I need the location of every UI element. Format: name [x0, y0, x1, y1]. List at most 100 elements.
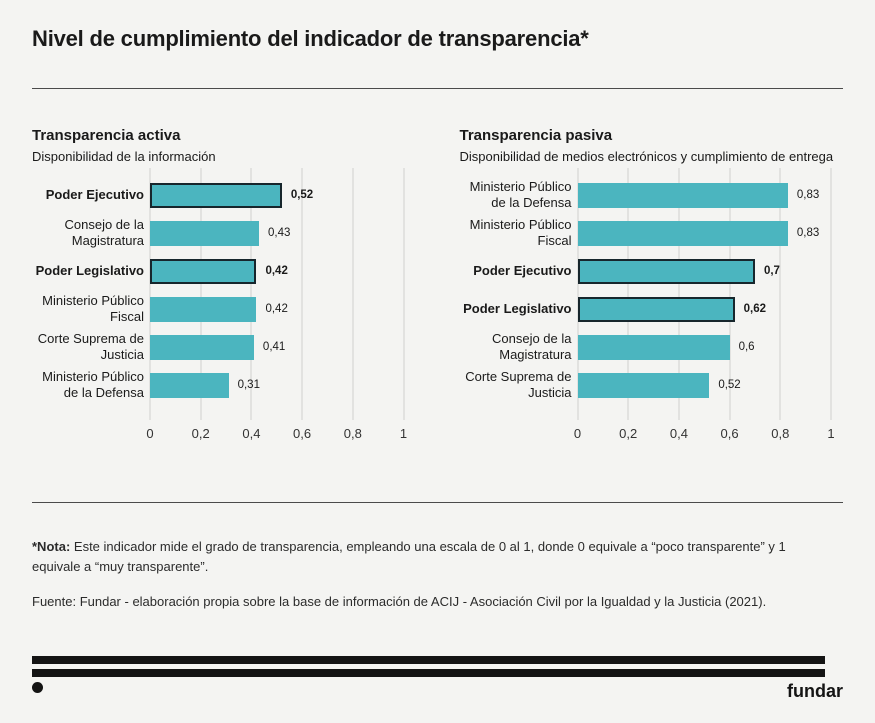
data-bar	[150, 334, 254, 360]
value-label: 0,43	[268, 227, 291, 239]
axis-tick-label: 0,8	[771, 426, 790, 441]
axis-tick-label: 0,6	[293, 426, 312, 441]
bar-track: 0,52	[150, 182, 404, 208]
footer-dot	[32, 682, 43, 694]
chart-row: Poder Ejecutivo 0,52	[32, 176, 416, 214]
category-label: Ministerio Público de la Defensa	[469, 178, 572, 210]
value-label: 0,62	[743, 303, 767, 315]
footer-bar-top	[32, 656, 825, 665]
chart-row: Consejo de la Magistratura 0,6	[460, 328, 844, 366]
gridline	[402, 168, 405, 420]
bar-track: 0,83	[577, 182, 832, 208]
bar-track: 0,7	[577, 258, 832, 284]
axis-tick-label: 0	[573, 426, 582, 441]
chart-row: Corte Suprema de Justicia 0,52	[460, 366, 844, 404]
chart-rows: Ministerio Público de la Defensa 0,83 Mini…	[460, 176, 844, 404]
notes-block: *Nota: Este indicador mide el grado de t…	[32, 537, 814, 612]
gridline	[199, 168, 202, 420]
category-label: Corte Suprema de Justicia	[37, 330, 144, 362]
bar-track: 0,31	[150, 372, 404, 398]
bar-track: 0,62	[577, 296, 832, 322]
value-label: 0,7	[763, 265, 780, 277]
data-bar	[577, 258, 755, 284]
axis-tick-label: 0,2	[191, 426, 210, 441]
chart-grid	[576, 168, 832, 420]
chart-subtitle: Disponibilidad de la información	[32, 149, 216, 164]
gridline	[351, 168, 354, 420]
category-label: Ministerio Público de la Defensa	[42, 368, 144, 400]
chart-grid	[149, 168, 405, 420]
note-label: *Nota:	[32, 539, 71, 554]
chart-row: Poder Legislativo 0,42	[32, 252, 416, 290]
bar-track: 0,43	[150, 220, 404, 246]
bar-track: 0,6	[577, 334, 832, 360]
axis-tick-label: 0,4	[669, 426, 688, 441]
value-label: 0,83	[796, 227, 820, 239]
data-bar	[150, 258, 257, 284]
chart-axis: 0 0,2 0,4 0,6 0,8 1	[146, 420, 408, 446]
chart-row: Consejo de la Magistratura 0,43	[32, 214, 416, 252]
axis-tick-label: 0,2	[619, 426, 638, 441]
chart-title: Transparencia activa	[32, 127, 181, 144]
footer: fundar	[32, 656, 843, 703]
gridline	[728, 168, 731, 420]
fundar-logo: fundar	[787, 681, 843, 702]
value-label: 0,42	[265, 303, 288, 315]
chart-row: Poder Ejecutivo 0,7	[460, 252, 844, 290]
data-bar	[577, 372, 710, 398]
chart-row: Corte Suprema de Justicia 0,41	[32, 328, 416, 366]
value-label: 0,52	[718, 379, 741, 391]
plot-area: Poder Ejecutivo 0,52 Consejo de la Magistr…	[32, 168, 416, 420]
category-label: Ministerio Público Fiscal	[42, 292, 144, 324]
gridline	[149, 168, 151, 420]
source-text: Fuente: Fundar - elaboración propia sobr…	[32, 594, 767, 610]
gridline	[576, 168, 579, 420]
footer-row: fundar	[32, 681, 843, 703]
data-bar	[150, 182, 282, 208]
chart-rows: Poder Ejecutivo 0,52 Consejo de la Magistr…	[32, 176, 416, 404]
category-label: Poder Ejecutivo	[473, 262, 572, 278]
data-bar	[577, 182, 788, 208]
bar-track: 0,42	[150, 258, 404, 284]
category-label: Ministerio Público Fiscal	[469, 216, 572, 248]
category-label: Poder Legislativo	[463, 300, 572, 316]
data-bar	[577, 220, 788, 246]
data-bar	[150, 220, 259, 246]
data-bar	[150, 296, 257, 322]
chart-row: Ministerio Público Fiscal 0,42	[32, 290, 416, 328]
value-label: 0,83	[796, 189, 820, 201]
note-body: Este indicador mide el grado de transpar…	[32, 539, 786, 575]
chart-axis: 0 0,2 0,4 0,6 0,8 1	[574, 420, 835, 446]
data-bar	[577, 296, 735, 322]
value-label: 0,42	[265, 265, 288, 277]
bar-track: 0,41	[150, 334, 404, 360]
bar-track: 0,52	[577, 372, 832, 398]
gridline	[301, 168, 304, 420]
gridline	[779, 168, 782, 420]
axis-tick-label: 0,8	[343, 426, 362, 441]
axis-tick-label: 0	[146, 426, 154, 441]
data-bar	[150, 372, 229, 398]
charts-container: Transparencia activa Disponibilidad de l…	[32, 127, 843, 446]
divider-bottom	[32, 502, 843, 503]
category-label: Consejo de la Magistratura	[64, 216, 145, 248]
bar-track: 0,83	[577, 220, 832, 246]
chart-row: Ministerio Público Fiscal 0,83	[460, 214, 844, 252]
category-label: Consejo de la Magistratura	[492, 330, 572, 362]
value-label: 0,52	[290, 189, 314, 201]
divider-top	[32, 88, 843, 89]
value-label: 0,6	[738, 341, 755, 353]
data-bar	[577, 334, 730, 360]
infographic-page: Nivel de cumplimiento del indicador de t…	[32, 26, 843, 703]
category-label: Poder Ejecutivo	[45, 186, 144, 202]
axis-tick-label: 1	[827, 426, 835, 441]
axis-tick-label: 1	[399, 426, 408, 441]
gridline	[250, 168, 253, 420]
chart-transparencia-pasiva: Transparencia pasiva Disponibilidad de m…	[460, 127, 844, 446]
gridline	[627, 168, 630, 420]
chart-row: Ministerio Público de la Defensa 0,31	[32, 366, 416, 404]
category-label: Corte Suprema de Justicia	[465, 368, 572, 400]
value-label: 0,41	[262, 341, 286, 353]
value-label: 0,31	[237, 379, 260, 391]
note-text: *Nota: Este indicador mide el grado de t…	[32, 537, 814, 577]
